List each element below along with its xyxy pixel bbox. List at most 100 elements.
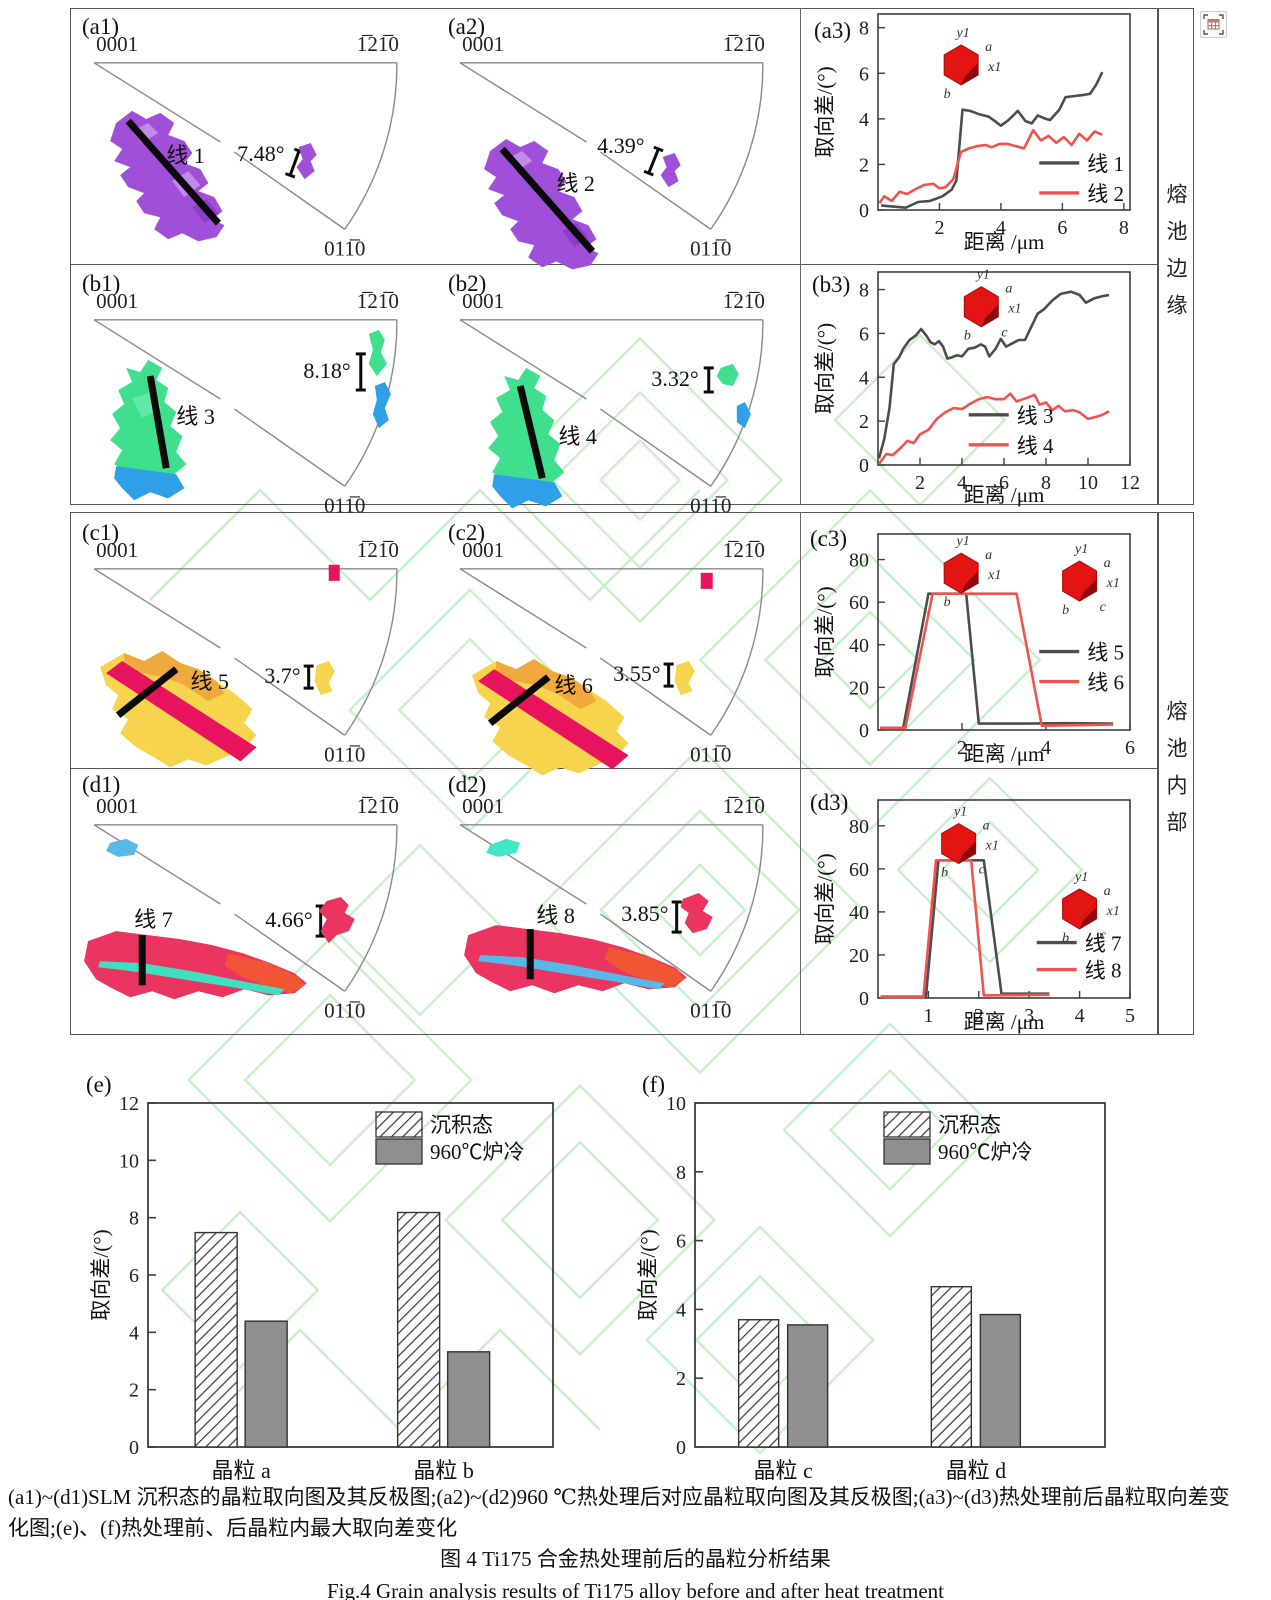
svg-text:0: 0 (859, 455, 869, 477)
pole-label-0110: 011̅0 (690, 236, 731, 260)
line-label: 线 8 (536, 903, 575, 928)
svg-text:10: 10 (119, 1150, 139, 1172)
line-label: 线 2 (556, 171, 595, 196)
pole-label-0110: 011̅0 (690, 493, 731, 517)
chart-d3: 1 2 3 4 5 0 20 40 60 80 线 7 线 8 距离 /μm 取向差/(°) y1 c a x1 b… (800, 766, 1150, 1039)
grain-point (674, 661, 695, 696)
chart-tag: (c3) (810, 526, 848, 551)
panel-tag: (c1) (82, 520, 120, 545)
series-线 7 (880, 859, 1050, 998)
crystal-inset: y1 b a x1 (943, 534, 1001, 610)
svg-text:6: 6 (999, 472, 1009, 494)
svg-text:晶粒 c: 晶粒 c (754, 1458, 814, 1483)
angle-label: 4.39° (597, 133, 644, 158)
svg-text:a: a (985, 548, 992, 563)
svg-text:y1: y1 (1073, 870, 1088, 885)
svg-text:80: 80 (849, 550, 869, 572)
svg-text:4: 4 (859, 367, 869, 389)
chart-tag: (a3) (814, 18, 852, 43)
measure-line (487, 674, 551, 726)
svg-text:0: 0 (676, 1437, 686, 1459)
svg-text:60: 60 (849, 859, 869, 881)
panel-b1: (b1) 0001 1̅21̅0 011̅0 线 3 8.18° (72, 267, 438, 519)
series-线 4 (877, 392, 1110, 465)
grain-point (700, 572, 713, 589)
svg-text:a: a (1005, 282, 1012, 297)
svg-text:10: 10 (666, 1093, 686, 1115)
svg-text:x1: x1 (987, 568, 1001, 583)
svg-text:距离 /μm: 距离 /μm (964, 742, 1045, 766)
svg-text:12: 12 (1120, 472, 1140, 494)
svg-text:80: 80 (849, 816, 869, 838)
panel-tag: (d1) (82, 772, 121, 797)
series-线 8 (880, 859, 1050, 999)
svg-text:c: c (1001, 326, 1008, 341)
panel-tag: (b1) (82, 271, 121, 296)
panel-a1: (a1) 0001 1̅21̅0 011̅0 线 1 7.48° (72, 10, 438, 262)
svg-text:a: a (983, 819, 990, 834)
svg-text:1: 1 (923, 1005, 933, 1027)
pole-label-0001: 0001 (462, 289, 504, 313)
side-label-text: 熔池边缘 (1164, 182, 1188, 331)
panel-b2: (b2) 0001 1̅21̅0 011̅0 线 4 3.32° (438, 267, 804, 519)
grain-point (296, 143, 317, 180)
pole-label-0110: 011̅0 (690, 742, 731, 766)
svg-text:y1: y1 (1073, 542, 1088, 557)
svg-text:4: 4 (676, 1299, 686, 1321)
svg-text:8: 8 (859, 280, 869, 302)
angle-label: 7.48° (237, 141, 284, 166)
svg-text:40: 40 (849, 902, 869, 924)
svg-text:6: 6 (676, 1231, 686, 1253)
frame-melt-pool-edge (70, 8, 1158, 505)
svg-text:8: 8 (676, 1162, 686, 1184)
svg-text:y1: y1 (955, 26, 970, 41)
svg-text:取向差/(°): 取向差/(°) (89, 1229, 113, 1320)
panel-a2: (a2) 0001 1̅21̅0 011̅0 线 2 4.39° (438, 10, 804, 270)
svg-text:距离 /μm: 距离 /μm (964, 1010, 1045, 1034)
pole-figure-b2: 0001 1̅21̅0 011̅0 线 4 3.32° (459, 289, 765, 517)
line-label: 线 1 (166, 143, 205, 168)
svg-text:取向差/(°): 取向差/(°) (813, 66, 837, 157)
grain-map (472, 659, 629, 776)
chart-tag: (d3) (810, 790, 849, 815)
svg-text:10: 10 (1078, 472, 1098, 494)
svg-text:8: 8 (859, 18, 869, 40)
angle-label: 8.18° (303, 358, 350, 383)
svg-text:8: 8 (129, 1208, 139, 1230)
svg-text:线 8: 线 8 (1085, 959, 1122, 983)
svg-text:2: 2 (676, 1368, 686, 1390)
svg-text:y1: y1 (955, 534, 970, 549)
crystal-inset: y1 c a x1 b (941, 805, 999, 881)
line-chart-a3: 2 4 6 8 0 2 4 6 8 线 1 线 2 距离 /μm 取向差/(°) y1 a x1 b (813, 13, 1131, 254)
svg-text:b: b (964, 329, 971, 344)
svg-text:a: a (985, 40, 992, 55)
grain-point (314, 661, 335, 696)
crystal-inset: y1 a c x1 b (1062, 870, 1120, 946)
grain-map (484, 139, 599, 270)
svg-text:b: b (1062, 603, 1069, 618)
figure-tool-icon[interactable] (1200, 11, 1227, 38)
pole-label-1210: 1̅21̅0 (357, 32, 399, 56)
svg-text:2: 2 (957, 737, 967, 759)
svg-text:4: 4 (957, 472, 967, 494)
svg-text:取向差/(°): 取向差/(°) (813, 323, 837, 414)
svg-text:取向差/(°): 取向差/(°) (636, 1229, 660, 1320)
svg-text:2: 2 (859, 411, 869, 433)
svg-text:0: 0 (859, 988, 869, 1010)
svg-text:y1: y1 (952, 805, 967, 820)
svg-text:20: 20 (849, 677, 869, 699)
svg-text:x1: x1 (1106, 904, 1120, 919)
ipf-sector (93, 568, 398, 736)
pole-label-0001: 0001 (96, 289, 138, 313)
angle-marker (303, 664, 314, 690)
caption-line1: (a1)~(d1)SLM 沉积态的晶粒取向图及其反极图;(a2)~(d2)960… (8, 1485, 1230, 1509)
bar-沉积态-晶粒 a (194, 1231, 238, 1448)
pole-figure-d1: 0001 1̅21̅0 011̅0 线 7 4.66° (84, 794, 399, 1022)
panel-tag: (d2) (448, 772, 487, 797)
svg-text:线 2: 线 2 (1087, 182, 1124, 206)
angle-label: 4.66° (265, 907, 312, 932)
svg-text:2: 2 (974, 1005, 984, 1027)
